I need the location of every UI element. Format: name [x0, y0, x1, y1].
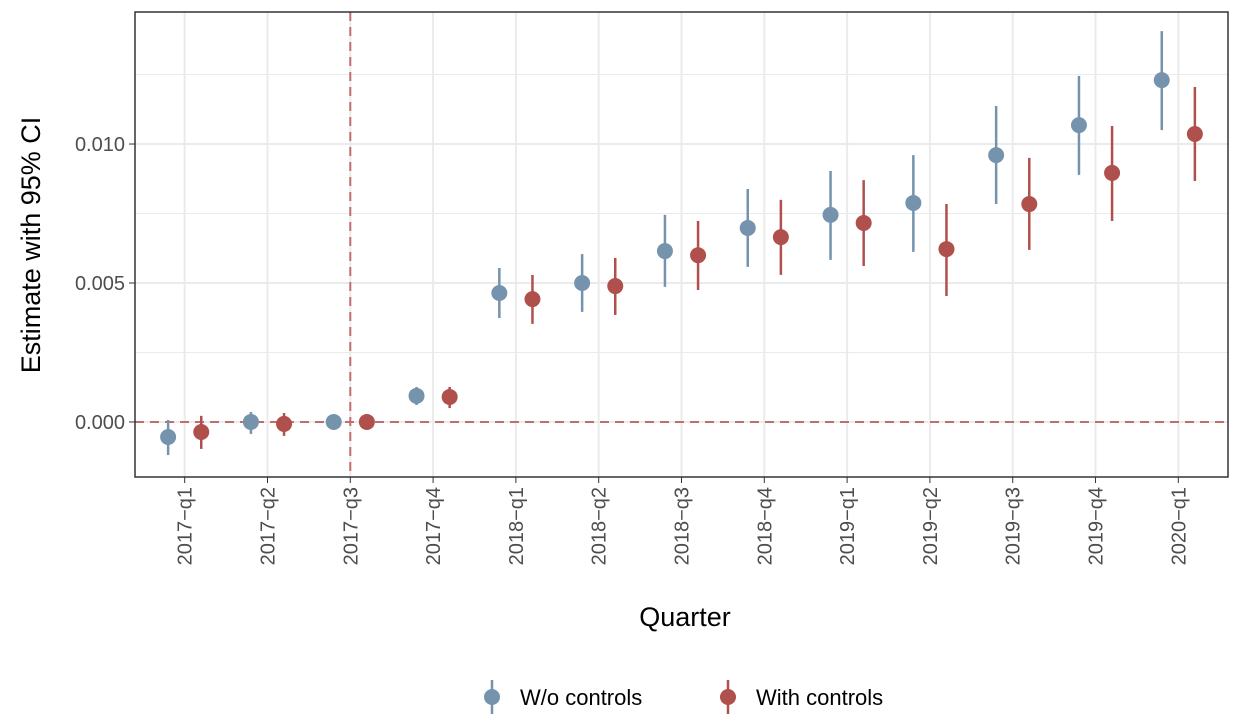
x-tick-label: 2017−q4: [423, 487, 445, 565]
legend-label: With controls: [756, 685, 883, 710]
x-tick-label: 2018−q4: [754, 487, 776, 565]
point: [325, 413, 342, 430]
y-tick-label: 0.000: [75, 412, 125, 434]
point: [905, 194, 922, 211]
point: [772, 229, 789, 246]
x-tick-label: 2017−q3: [340, 487, 362, 565]
point: [242, 413, 259, 430]
point: [656, 243, 673, 260]
point: [938, 241, 955, 258]
x-axis-title: Quarter: [639, 602, 731, 632]
plot-border: [134, 11, 1229, 478]
point: [1070, 117, 1087, 134]
point: [1153, 72, 1170, 89]
point: [1186, 126, 1203, 143]
point: [1021, 196, 1038, 213]
legend-label: W/o controls: [520, 685, 642, 710]
legend-item: W/o controls: [484, 680, 642, 714]
x-tick-label: 2019−q2: [920, 487, 942, 565]
point: [408, 387, 425, 404]
point: [607, 278, 624, 295]
point: [739, 219, 756, 236]
point: [276, 415, 293, 432]
point: [193, 423, 210, 440]
x-tick-label: 2019−q3: [1003, 487, 1025, 565]
point: [441, 388, 458, 405]
legend-item: With controls: [720, 680, 883, 714]
point: [491, 285, 508, 302]
x-tick-label: 2019−q4: [1086, 487, 1108, 565]
legend-key: [484, 689, 500, 705]
point: [822, 206, 839, 223]
x-tick-label: 2018−q1: [506, 487, 528, 565]
point: [160, 428, 177, 445]
y-tick-label: 0.005: [75, 273, 125, 295]
point: [988, 147, 1005, 164]
point: [358, 413, 375, 430]
x-tick-label: 2020−q1: [1168, 487, 1190, 565]
point: [690, 247, 707, 264]
y-tick-label: 0.010: [75, 134, 125, 156]
y-axis-title: Estimate with 95% CI: [16, 117, 46, 374]
point: [574, 274, 591, 291]
x-tick-label: 2017−q2: [257, 487, 279, 565]
legend-key: [720, 689, 736, 705]
point: [855, 214, 872, 231]
x-tick-label: 2018−q2: [589, 487, 611, 565]
x-tick-label: 2019−q1: [837, 487, 859, 565]
point: [1104, 164, 1121, 181]
point: [524, 291, 541, 308]
x-tick-label: 2018−q3: [672, 487, 694, 565]
x-tick-label: 2017−q1: [175, 487, 197, 565]
